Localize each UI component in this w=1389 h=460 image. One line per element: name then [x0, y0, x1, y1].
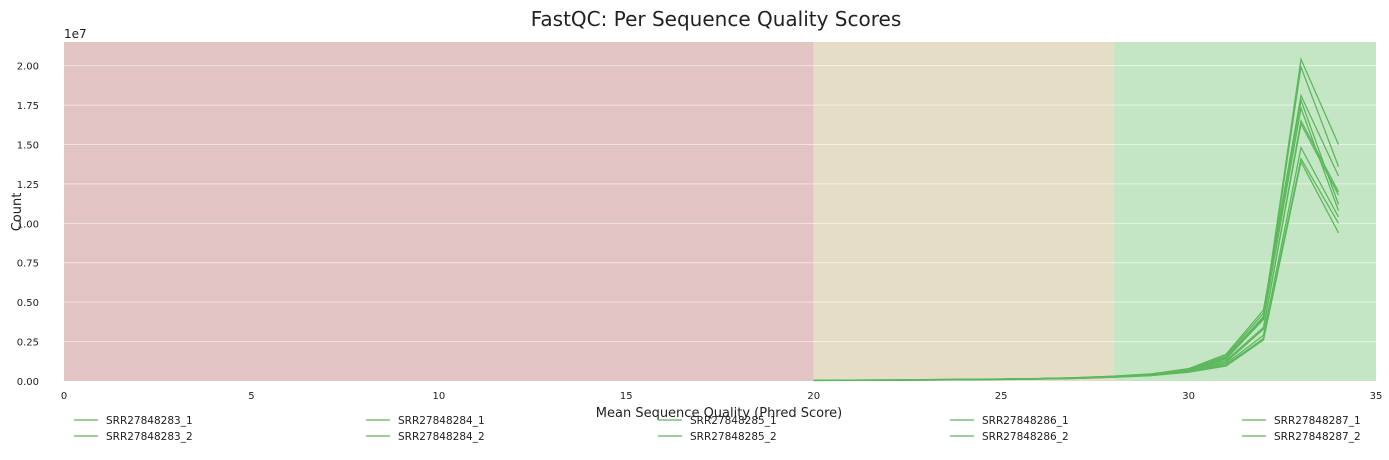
- quality-band-0: [64, 42, 814, 381]
- series-line-SRR27848287_2: [813, 156, 1340, 382]
- legend-item: SRR27848287_1: [1242, 415, 1361, 427]
- legend-label: SRR27848284_1: [398, 415, 485, 427]
- legend-item: SRR27848283_1: [74, 415, 193, 427]
- quality-band-1: [813, 42, 1114, 381]
- chart-title: FastQC: Per Sequence Quality Scores: [531, 7, 902, 31]
- legend: SRR27848283_1 SRR27848283_2 SRR27848284_1 S…: [74, 415, 1361, 443]
- x-tick-label: 20: [807, 391, 820, 402]
- y-tick-label: 1.25: [17, 180, 39, 191]
- y-tick-label: 0.00: [17, 377, 39, 388]
- legend-label: SRR27848283_2: [106, 431, 193, 443]
- y-tick-label: 0.75: [17, 259, 39, 270]
- y-tick-label: 2.00: [17, 62, 39, 73]
- legend-item: SRR27848286_2: [950, 431, 1069, 443]
- legend-item: SRR27848284_1: [366, 415, 485, 427]
- y-axis-label: Count: [10, 193, 25, 232]
- legend-item: SRR27848283_2: [74, 431, 193, 443]
- x-tick-label: 5: [248, 391, 254, 402]
- legend-label: SRR27848283_1: [106, 415, 193, 427]
- legend-item: SRR27848287_2: [1242, 431, 1361, 443]
- legend-label: SRR27848287_1: [1274, 415, 1361, 427]
- legend-label: SRR27848286_1: [982, 415, 1069, 427]
- quality-band-2: [1113, 42, 1376, 381]
- legend-item: SRR27848284_2: [366, 431, 485, 443]
- y-tick-label: 1.75: [17, 101, 39, 112]
- legend-label: SRR27848287_2: [1274, 431, 1361, 443]
- legend-label: SRR27848285_2: [690, 431, 777, 443]
- x-tick-label: 0: [61, 391, 67, 402]
- x-tick-label: 30: [1182, 391, 1195, 402]
- legend-label: SRR27848284_2: [398, 431, 485, 443]
- y-tick-label: 0.50: [17, 298, 39, 309]
- x-tick-label: 10: [432, 391, 445, 402]
- legend-item: SRR27848285_1: [658, 415, 777, 427]
- legend-label: SRR27848285_1: [690, 415, 777, 427]
- x-tick-label: 35: [1370, 391, 1383, 402]
- legend-item: SRR27848285_2: [658, 431, 777, 443]
- plot-area: 0.00 0.25 0.50 0.75 1.00 1.25 1.50 1.75 2.00 0 5 10…: [17, 42, 1383, 402]
- legend-item: SRR27848286_1: [950, 415, 1069, 427]
- legend-label: SRR27848286_2: [982, 431, 1069, 443]
- x-axis-label: Mean Sequence Quality (Phred Score): [596, 406, 842, 421]
- y-tick-label: 1.00: [17, 219, 39, 230]
- x-tick-label: 15: [620, 391, 633, 402]
- y-tick-label: 1.50: [17, 140, 39, 151]
- y-tick-label: 0.25: [17, 338, 39, 349]
- x-tick-label: 25: [995, 391, 1008, 402]
- y-scale-label: 1e7: [64, 27, 87, 41]
